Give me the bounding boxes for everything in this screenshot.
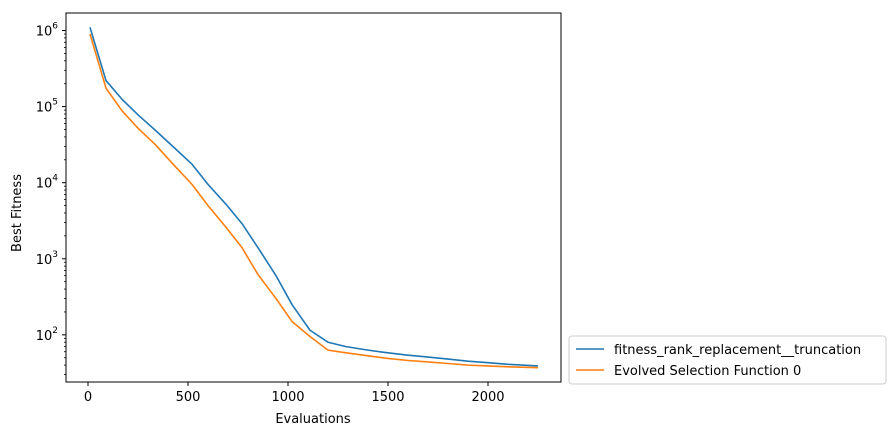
legend: fitness_rank_replacement__truncation Evol…: [568, 335, 887, 385]
legend-label-0: fitness_rank_replacement__truncation: [614, 343, 861, 358]
y-axis-ticks: 102 103 104 105 106: [36, 22, 66, 376]
y-axis-label: Best Fitness: [10, 174, 25, 252]
x-tick-label: 2000: [471, 390, 504, 405]
y-tick-label: 104: [36, 174, 59, 192]
x-tick-label: 500: [176, 390, 201, 405]
x-axis-label: Evaluations: [275, 412, 351, 427]
y-tick-label: 106: [36, 22, 59, 40]
series-line-0: [89, 27, 539, 367]
x-tick-label: 1500: [371, 390, 404, 405]
y-tick-label: 105: [36, 98, 58, 116]
series-lines: [89, 27, 539, 369]
x-tick-label: 0: [84, 390, 92, 405]
legend-label-1: Evolved Selection Function 0: [614, 364, 801, 379]
y-tick-label: 102: [36, 326, 58, 344]
legend-box: [568, 335, 887, 385]
x-axis-ticks: 0 500 1000 1500 2000: [84, 382, 505, 405]
plot-area: [65, 12, 562, 383]
plot-frame: [65, 12, 562, 383]
x-tick-label: 1000: [271, 390, 304, 405]
y-tick-label: 103: [36, 250, 58, 268]
series-line-1: [89, 33, 539, 369]
